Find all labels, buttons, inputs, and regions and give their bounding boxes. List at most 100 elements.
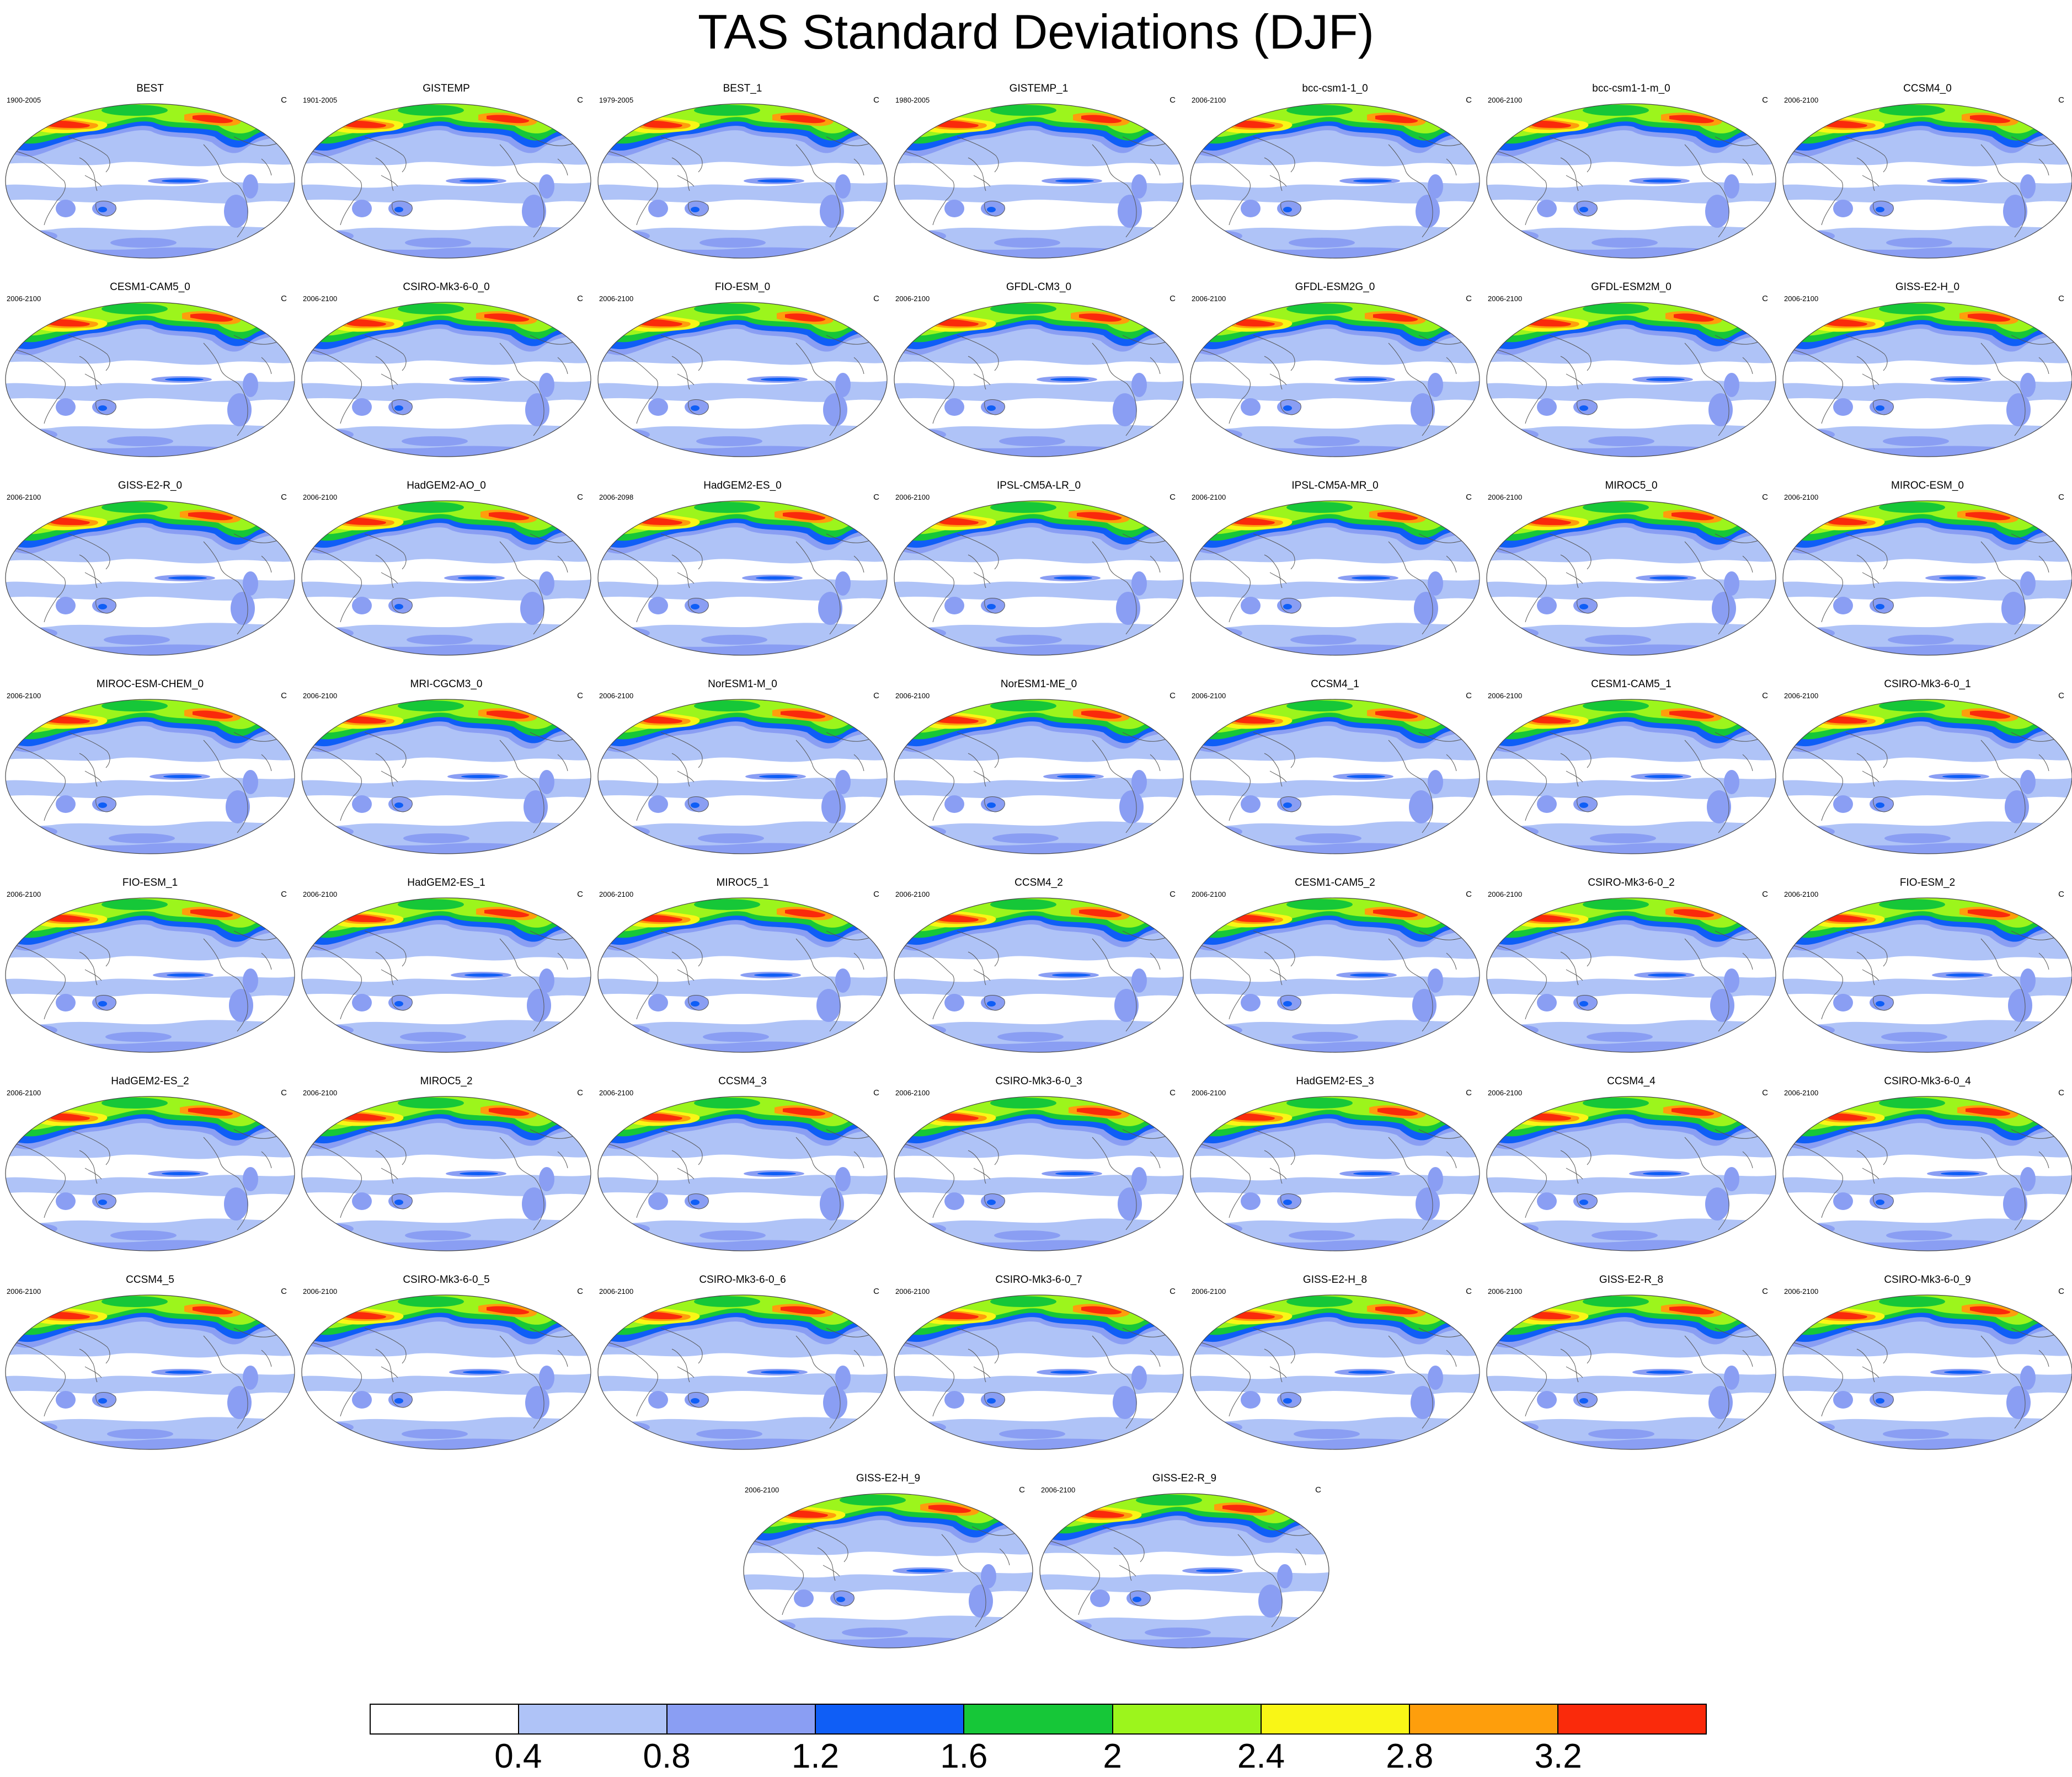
robinson-map (301, 1294, 591, 1450)
panel-map (891, 1091, 1187, 1256)
panel-map (1780, 892, 2072, 1058)
map-panel: BEST 1900-2005 C (2, 83, 298, 265)
panel-map (2, 694, 298, 859)
robinson-map (301, 103, 591, 259)
map-panel: BEST_1 1979-2005 C (595, 83, 890, 265)
panel-units: C (2058, 294, 2064, 303)
robinson-map (1486, 1294, 1776, 1450)
robinson-map (5, 1096, 295, 1251)
panel-map (298, 1091, 594, 1256)
robinson-map (1486, 302, 1776, 457)
map-panel: GISS-E2-H_8 2006-2100 C (1187, 1274, 1483, 1456)
panel-title: CCSM4_2 (1014, 877, 1063, 888)
panel-map (1483, 495, 1779, 661)
panel-period: 2006-2100 (303, 1089, 338, 1097)
panel-map (1187, 1091, 1483, 1256)
colorbar (370, 1704, 1707, 1735)
panel-period: 2006-2100 (599, 295, 634, 303)
robinson-map (5, 1294, 295, 1450)
panel-period: 2006-2100 (1192, 493, 1226, 501)
colorbar-tick-labels: 0.4 0.8 1.2 1.6 2 2.4 2.8 3.2 (0, 1738, 2072, 1777)
panel-period: 2006-2100 (1488, 493, 1523, 501)
robinson-map (894, 699, 1184, 854)
panel-map (298, 1289, 594, 1455)
panel-units: C (873, 294, 879, 303)
panel-period: 2006-2100 (1784, 96, 1819, 104)
panel-title: BEST_1 (723, 83, 762, 94)
map-panel: GISS-E2-R_8 2006-2100 C (1483, 1274, 1779, 1456)
panel-map (298, 495, 594, 661)
map-panel: FIO-ESM_0 2006-2100 C (595, 281, 890, 463)
panel-title: GISS-E2-H_8 (1302, 1274, 1368, 1286)
colorbar-cell (666, 1705, 815, 1733)
panel-map (2, 1091, 298, 1256)
panel-map (1780, 495, 2072, 661)
map-panel: CESM1-CAM5_0 2006-2100 C (2, 281, 298, 463)
panel-map (595, 1091, 890, 1256)
panel-title: FIO-ESM_0 (714, 281, 771, 293)
panel-period: 2006-2100 (895, 692, 930, 700)
panel-map (595, 98, 890, 264)
map-panel: GISTEMP_1 1980-2005 C (891, 83, 1187, 265)
panel-title: HadGEM2-ES_3 (1296, 1075, 1374, 1087)
map-panel: MIROC5_1 2006-2100 C (595, 877, 890, 1059)
robinson-map (1190, 1294, 1480, 1450)
robinson-map (894, 1096, 1184, 1251)
colorbar-tick-label: 2.4 (1237, 1737, 1285, 1775)
panel-period: 2006-2100 (7, 1287, 41, 1296)
panel-units: C (2058, 1088, 2064, 1098)
colorbar-cell (963, 1705, 1112, 1733)
panel-map (1187, 892, 1483, 1058)
panel-title: CCSM4_1 (1311, 678, 1359, 690)
robinson-map (301, 1096, 591, 1251)
colorbar-cell (518, 1705, 667, 1733)
colorbar-cell (1260, 1705, 1409, 1733)
panel-map (2, 495, 298, 661)
panel-title: HadGEM2-ES_0 (703, 480, 782, 491)
panel-title: CSIRO-Mk3-6-0_6 (699, 1274, 786, 1286)
panel-period: 2006-2100 (303, 493, 338, 501)
panel-period: 2006-2100 (1192, 295, 1226, 303)
panel-units: C (281, 890, 287, 899)
panel-units: C (281, 1088, 287, 1098)
robinson-map (894, 1294, 1184, 1450)
panel-units: C (281, 691, 287, 700)
panel-units: C (1466, 691, 1472, 700)
panel-title: CCSM4_0 (1903, 83, 1952, 94)
panel-units: C (1466, 890, 1472, 899)
panel-map (1037, 1488, 1332, 1653)
panel-map (1780, 694, 2072, 859)
panel-units: C (2058, 493, 2064, 502)
panel-period: 2006-2100 (599, 890, 634, 898)
robinson-map (301, 897, 591, 1053)
panel-units: C (1169, 1088, 1176, 1098)
panel-units: C (1169, 890, 1176, 899)
robinson-map (1190, 897, 1480, 1053)
robinson-map (5, 897, 295, 1053)
colorbar-cell (1557, 1705, 1706, 1733)
panel-period: 2006-2100 (895, 1089, 930, 1097)
panel-period: 2006-2100 (1488, 890, 1523, 898)
colorbar-tick-label: 2 (1103, 1737, 1122, 1775)
map-panel: GISS-E2-R_0 2006-2100 C (2, 480, 298, 662)
panel-title: GFDL-ESM2G_0 (1295, 281, 1375, 293)
panel-units: C (2058, 1287, 2064, 1296)
panel-title: CCSM4_4 (1607, 1075, 1656, 1087)
figure-title: TAS Standard Deviations (DJF) (698, 4, 1374, 59)
panel-title: CSIRO-Mk3-6-0_5 (403, 1274, 490, 1286)
panel-map (1483, 1091, 1779, 1256)
panel-units: C (1762, 294, 1768, 303)
panel-period: 2006-2100 (1784, 493, 1819, 501)
panel-units: C (1762, 691, 1768, 700)
panel-title: NorESM1-M_0 (708, 678, 777, 690)
panel-title: CSIRO-Mk3-6-0_7 (995, 1274, 1082, 1286)
map-panel: CCSM4_3 2006-2100 C (595, 1075, 890, 1257)
panel-units: C (577, 1088, 583, 1098)
robinson-map (1782, 1096, 2072, 1251)
panel-units: C (1466, 1088, 1472, 1098)
panel-period: 2006-2100 (1488, 1287, 1523, 1296)
map-panel: MIROC5_0 2006-2100 C (1483, 480, 1779, 662)
map-panel: CSIRO-Mk3-6-0_2 2006-2100 C (1483, 877, 1779, 1059)
panel-title: bcc-csm1-1-m_0 (1592, 83, 1670, 94)
